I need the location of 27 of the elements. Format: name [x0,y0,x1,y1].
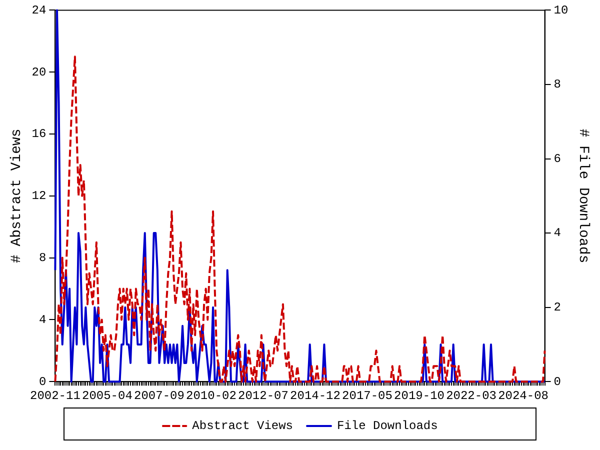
x-tick-label: 2007-09 [134,388,184,403]
x-tick-label: 2010-02 [186,388,236,403]
x-tick-label: 2012-07 [238,388,288,403]
legend-label: File Downloads [337,419,438,434]
y-tick-label: 12 [32,189,46,204]
x-tick-label: 2022-03 [446,388,496,403]
y-tick-label: 8 [39,250,46,265]
y-tick-label: 0 [39,374,46,389]
x-tick-label: 2005-04 [82,388,132,403]
x-tick-label: 2024-08 [498,388,548,403]
y2-tick-label: 6 [554,152,561,166]
y-tick-label: 4 [39,312,46,327]
legend-label: Abstract Views [192,419,294,434]
x-tick-label: 2014-12 [290,388,340,403]
x-tick-label: 2017-05 [342,388,392,403]
x-tick-label: 2002-11 [30,388,80,403]
x-tick-label: 2019-10 [394,388,444,403]
y2-tick-label: 4 [554,226,561,240]
y-axis-title: # Abstract Views [9,128,26,264]
y2-tick-label: 0 [554,374,561,389]
y2-axis-title: # File Downloads [574,128,591,264]
y2-tick-label: 8 [554,78,561,92]
y-tick-label: 24 [32,3,46,18]
y-tick-label: 20 [32,65,46,80]
y-tick-label: 16 [32,127,46,142]
y2-tick-label: 2 [554,300,561,314]
y2-tick-label: 10 [554,3,568,18]
